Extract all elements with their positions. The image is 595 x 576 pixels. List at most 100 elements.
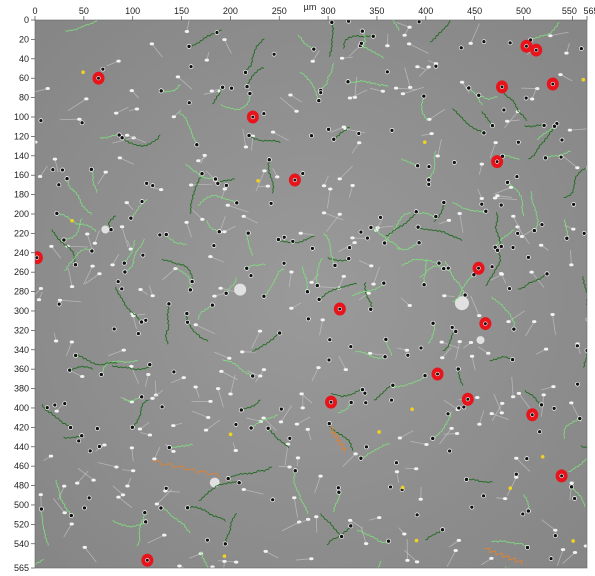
cell-marker — [368, 306, 374, 312]
sperm-tail — [67, 98, 87, 112]
sperm-head — [314, 515, 319, 519]
sperm-head — [493, 141, 498, 145]
cell-marker — [539, 402, 544, 408]
motility-track — [299, 71, 320, 101]
motility-track — [115, 287, 142, 323]
sperm-head — [113, 111, 119, 115]
y-tick-label: 80 — [19, 93, 29, 103]
immotile-cell-center — [524, 44, 529, 49]
cell-marker — [489, 264, 495, 270]
cell-marker — [44, 405, 50, 411]
sperm-tail — [387, 33, 389, 46]
sperm-head — [564, 51, 569, 55]
motility-track — [502, 154, 520, 161]
motility-track — [252, 332, 280, 352]
cell-marker — [95, 426, 100, 431]
sperm-head — [35, 140, 38, 144]
cell-marker — [510, 357, 516, 363]
cell-marker — [316, 98, 322, 104]
sperm-head — [278, 420, 284, 424]
motility-track — [401, 158, 418, 167]
motility-track — [385, 339, 392, 356]
sperm-tail — [77, 467, 94, 481]
cell-marker — [194, 142, 200, 148]
cell-marker — [157, 232, 163, 238]
y-tick-label: 380 — [14, 384, 29, 394]
motility-track — [545, 150, 571, 159]
cell-marker — [205, 537, 210, 543]
cell-marker — [450, 20, 453, 21]
sperm-tail — [108, 349, 124, 357]
immotile-cell-center — [476, 266, 481, 271]
sperm-head — [258, 374, 263, 378]
sperm-tail — [195, 324, 216, 335]
sperm-head — [116, 495, 121, 499]
motility-track — [200, 551, 209, 568]
sperm-tail — [478, 346, 489, 354]
motility-track — [401, 258, 440, 266]
cell-marker — [581, 231, 587, 236]
motility-track — [246, 67, 265, 87]
motility-track — [491, 296, 515, 330]
sperm-head — [38, 493, 43, 497]
cell-marker — [60, 167, 65, 173]
sperm-tail — [352, 237, 368, 239]
y-tick-label: 400 — [14, 403, 29, 413]
sperm-head — [519, 234, 525, 238]
cell-marker — [139, 199, 145, 204]
cell-marker — [515, 231, 521, 236]
sperm-tail — [323, 175, 329, 186]
cell-marker — [111, 326, 117, 332]
cell-marker — [356, 131, 362, 136]
cell-marker — [481, 493, 486, 499]
sperm-head — [227, 356, 232, 360]
sperm-tail — [53, 498, 66, 514]
cell-marker — [422, 373, 428, 379]
cell-marker — [418, 345, 424, 351]
cell-marker — [523, 95, 529, 101]
motility-track — [246, 263, 266, 269]
motility-track — [425, 529, 443, 541]
sperm-head — [116, 59, 121, 63]
sperm-tail — [569, 128, 587, 131]
sperm-head — [125, 484, 130, 488]
sperm-tail — [342, 453, 356, 467]
sperm-tail — [280, 405, 292, 423]
cell-marker — [415, 224, 421, 230]
cell-marker — [389, 397, 394, 403]
motility-track — [396, 242, 420, 251]
motility-track — [64, 248, 93, 271]
slow-cell-marker — [410, 407, 414, 412]
sperm-head — [289, 306, 294, 310]
cell-marker — [426, 164, 432, 169]
sperm-tail — [418, 66, 429, 77]
x-tick-label: 250 — [272, 6, 287, 16]
cell-marker — [38, 118, 44, 123]
sperm-head — [222, 38, 227, 42]
cell-marker — [116, 132, 122, 138]
sperm-head — [184, 220, 189, 224]
cell-marker — [339, 533, 345, 539]
cell-marker — [213, 176, 218, 182]
sperm-head — [508, 185, 514, 189]
immotile-cell-center — [96, 76, 101, 81]
cell-marker — [445, 411, 451, 417]
cell-marker — [348, 344, 354, 349]
motility-track — [212, 86, 223, 105]
motility-track — [66, 178, 92, 216]
cell-marker — [584, 348, 587, 353]
sperm-tail — [65, 341, 73, 356]
motility-track — [347, 80, 389, 88]
sperm-head — [233, 449, 238, 453]
sperm-tail — [358, 292, 369, 301]
sperm-tail — [112, 485, 124, 496]
sperm-tail — [59, 118, 80, 121]
sperm-tail — [279, 96, 297, 112]
immotile-cell-center — [337, 306, 342, 312]
motility-track — [267, 428, 290, 448]
sperm-head — [328, 187, 333, 191]
sperm-head — [295, 456, 301, 460]
immotile-cell-center — [559, 473, 564, 478]
sperm-tail — [217, 388, 224, 408]
